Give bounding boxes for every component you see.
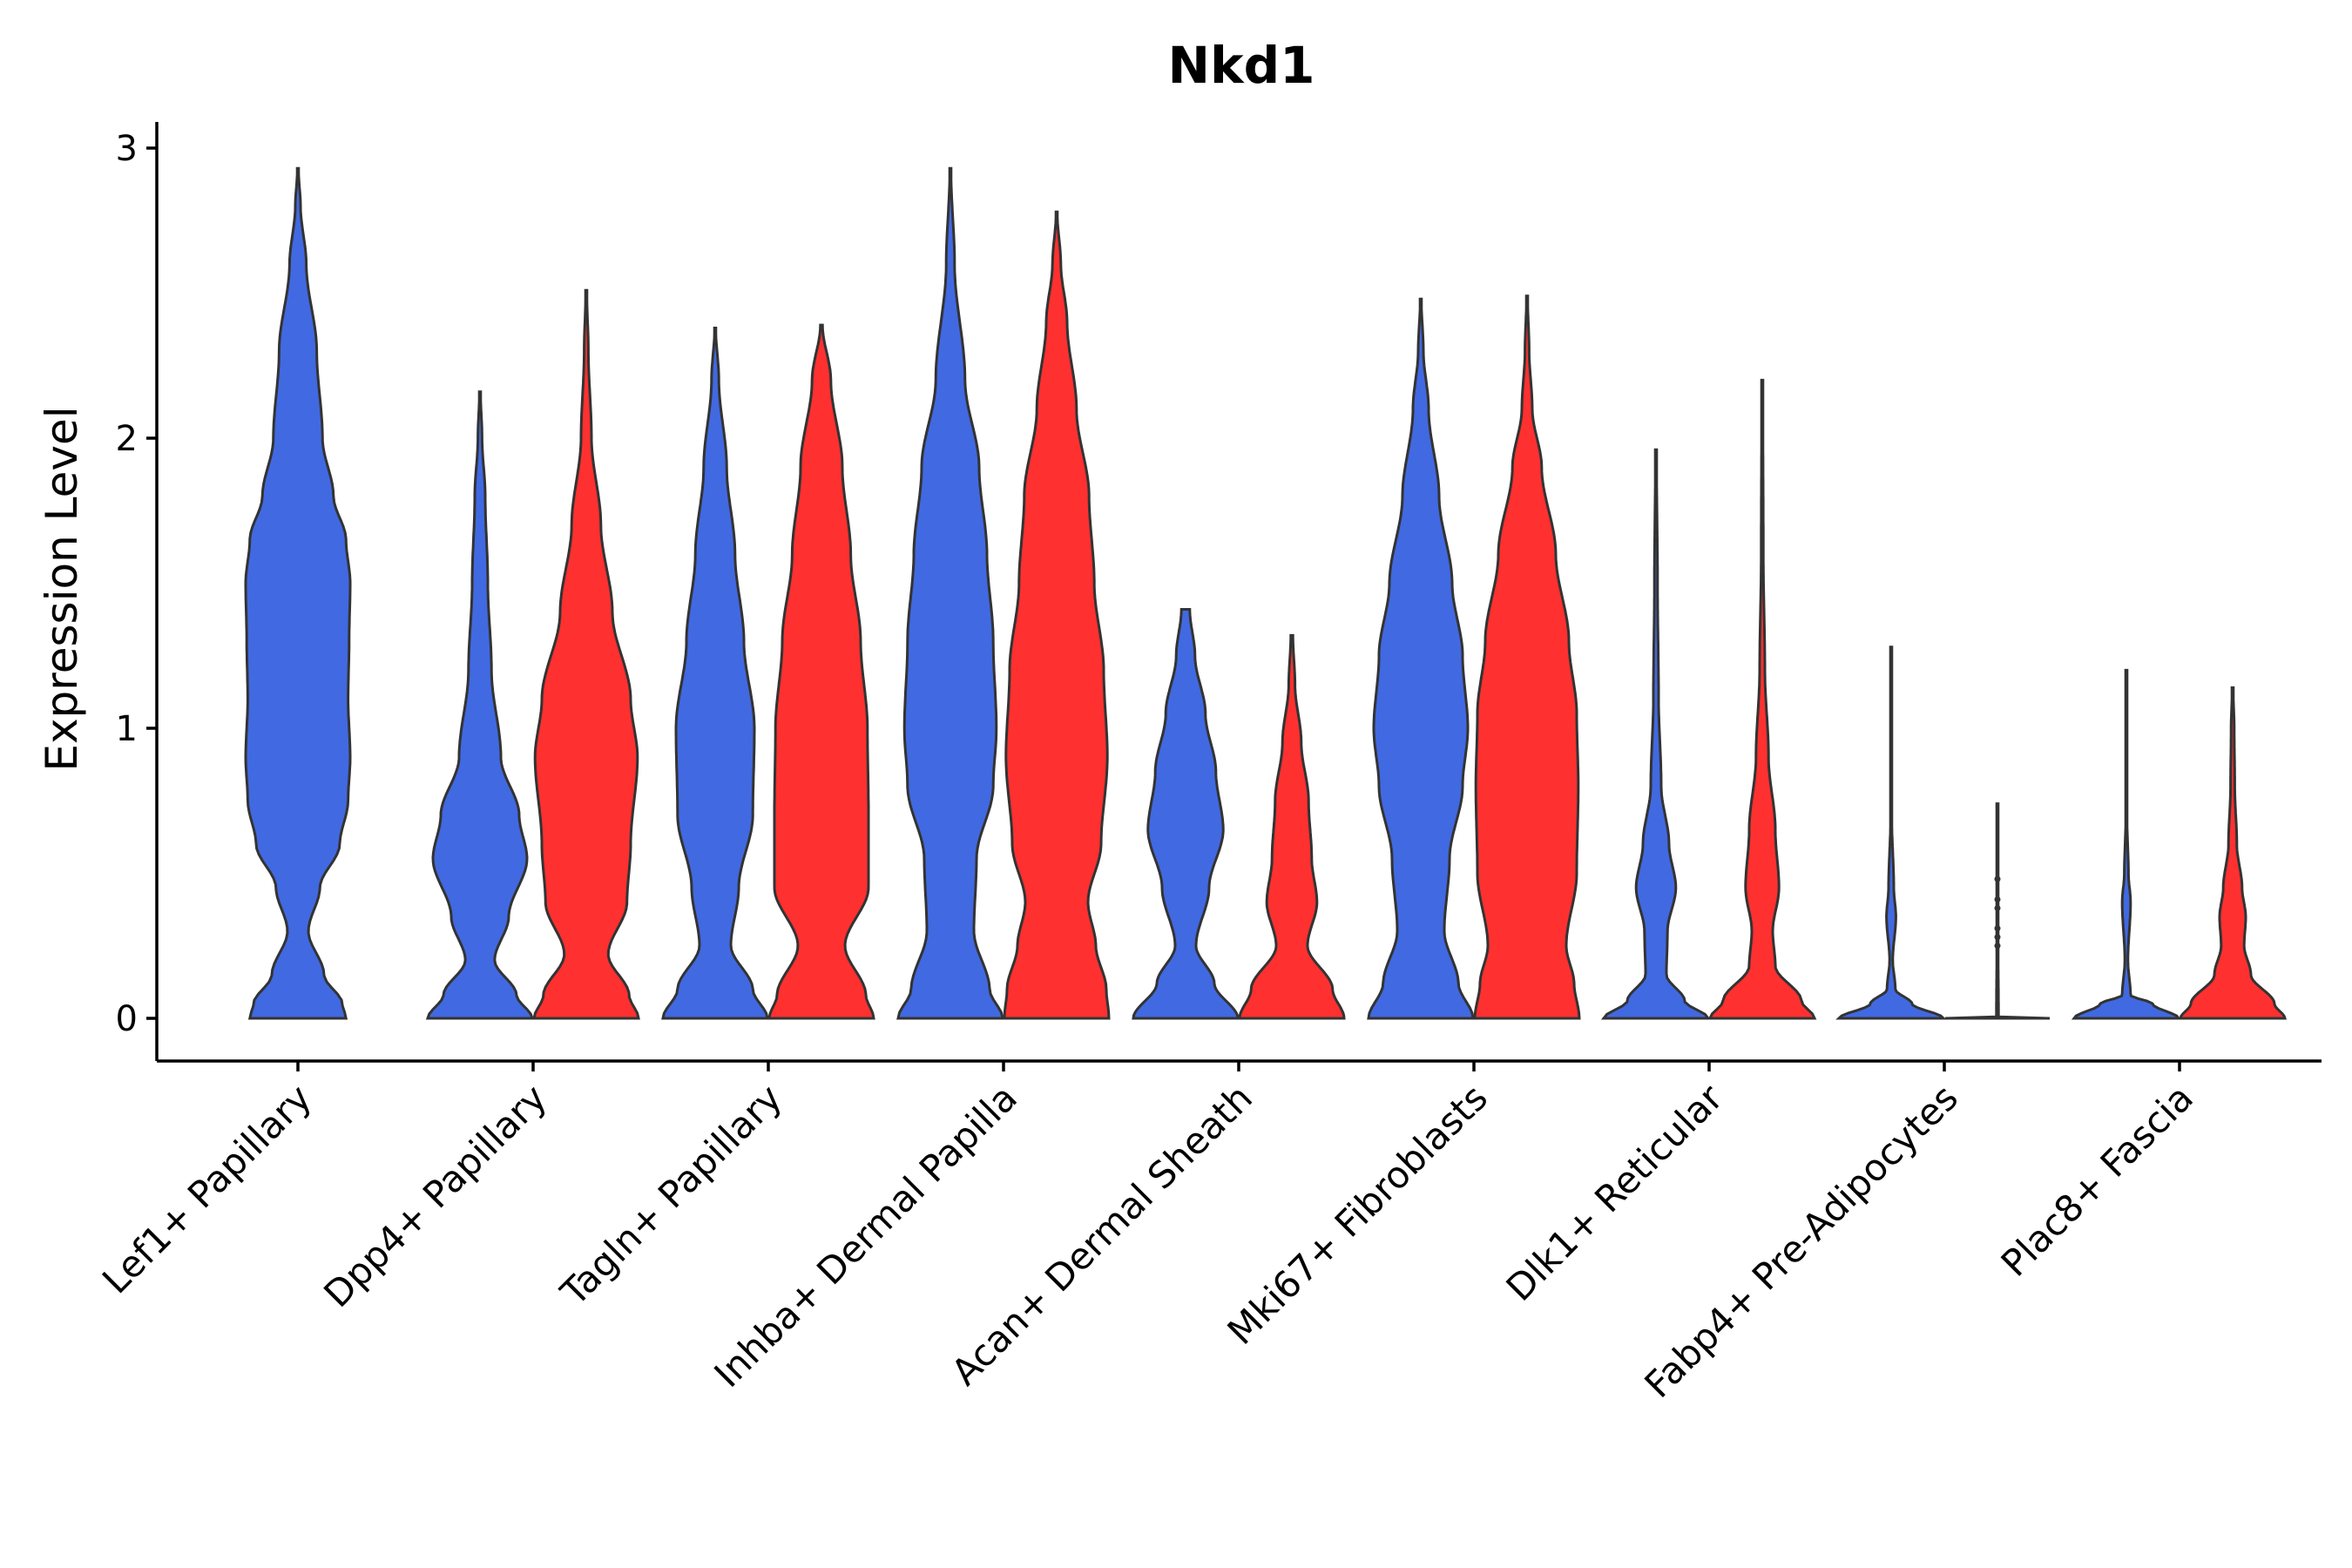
outlier-point	[1994, 925, 2001, 932]
violin-0-center	[244, 166, 352, 1020]
y-tick-label: 2	[116, 419, 138, 459]
x-tick-label: Plac8+ Fascia	[1993, 1076, 2201, 1284]
violin-1-right	[532, 288, 640, 1020]
violin-8-left	[2071, 668, 2182, 1020]
y-tick-label: 0	[116, 999, 138, 1039]
y-tick-label: 1	[116, 709, 138, 749]
violin-7-left	[1835, 645, 1947, 1020]
violin-5-left	[1367, 297, 1475, 1020]
violin-8-right	[2178, 686, 2288, 1020]
violin-2-left	[661, 327, 769, 1020]
x-tick-label: Lef1+ Papillary	[94, 1076, 320, 1301]
outlier-point	[1994, 896, 2001, 902]
violin-5-right	[1473, 294, 1581, 1020]
x-tick-label: Tagln+ Papillary	[552, 1076, 790, 1314]
violin-3-left	[896, 166, 1004, 1020]
y-tick-label: 3	[116, 129, 138, 169]
outlier-point	[1994, 934, 2001, 941]
y-axis-label: Expression Level	[37, 406, 87, 771]
chart-title: Nkd1	[1168, 36, 1315, 95]
violin-6-right	[1707, 378, 1817, 1020]
violin-4-left	[1132, 608, 1240, 1020]
outlier-point	[1994, 943, 2001, 950]
x-tick-label: Dpp4+ Papillary	[315, 1076, 555, 1315]
x-tick-label: Mki67+ Fibroblasts	[1220, 1076, 1496, 1352]
violin-1-left	[425, 390, 535, 1020]
violin-2-right	[767, 323, 875, 1020]
axes: 0 1 2 3	[116, 122, 2322, 1071]
violins	[244, 166, 2288, 1020]
violin-3-right	[1003, 210, 1111, 1020]
violin-6-left	[1600, 448, 1712, 1020]
x-tick-label: Dlk1+ Reticular	[1498, 1076, 1732, 1309]
outlier-point	[1994, 904, 2001, 911]
outlier-point	[1994, 875, 2001, 882]
violin-4-right	[1238, 633, 1346, 1020]
